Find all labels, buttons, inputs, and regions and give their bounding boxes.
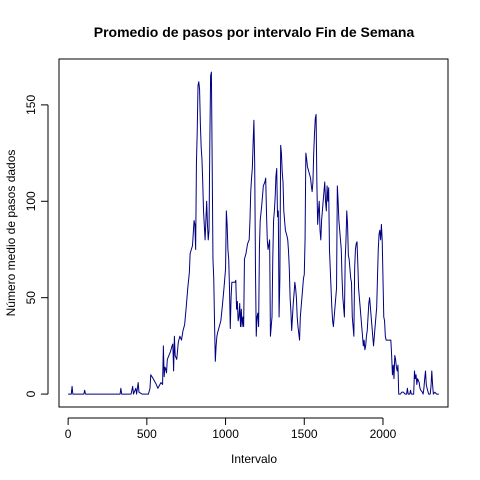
y-tick-label: 100: [24, 191, 38, 211]
series-group: [68, 71, 439, 395]
x-tick-label: 2000: [370, 427, 397, 441]
x-tick-label: 500: [137, 427, 157, 441]
x-axis-label: Intervalo: [231, 452, 277, 466]
chart-title: Promedio de pasos por intervalo Fin de S…: [94, 24, 415, 40]
x-tick-label: 1500: [291, 427, 318, 441]
y-axis: 0 50 100 150: [24, 95, 49, 397]
y-tick-label: 0: [24, 390, 38, 397]
x-tick-label: 0: [65, 427, 72, 441]
y-axis-label: Número medio de pasos dados: [4, 150, 18, 317]
x-tick-label: 1000: [212, 427, 239, 441]
plot-frame: [58, 58, 449, 408]
x-axis: 0 500 1000 1500 2000: [65, 417, 397, 441]
y-tick-label: 50: [24, 291, 38, 305]
series-line: [68, 71, 439, 395]
y-tick-label: 150: [24, 95, 38, 115]
